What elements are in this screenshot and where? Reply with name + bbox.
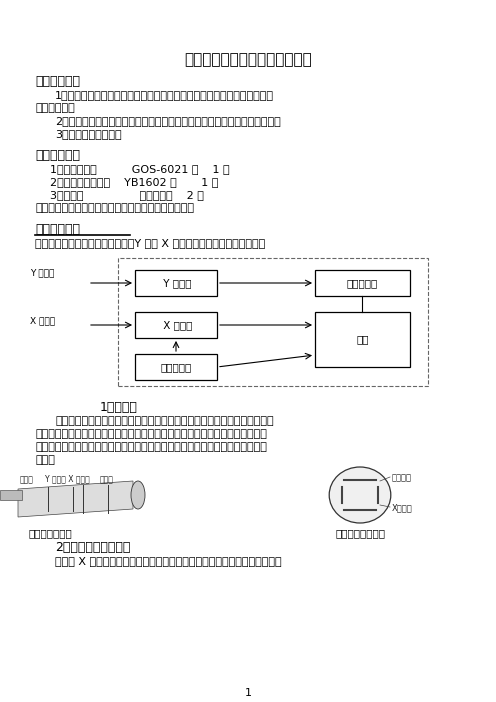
Text: 荧光屏: 荧光屏 (100, 475, 114, 484)
Text: 3、连接线                示波器专用    2 根: 3、连接线 示波器专用 2 根 (50, 190, 204, 200)
Text: 扫描和整步: 扫描和整步 (160, 362, 191, 372)
Text: 示波管结构简图: 示波管结构简图 (28, 528, 72, 538)
Text: 的作用下，位置也随之改变。在一定范围内，亮点的位移与偏转板上所加电压成: 的作用下，位置也随之改变。在一定范围内，亮点的位移与偏转板上所加电压成 (35, 442, 267, 452)
Text: 3．观察李萨如图形。: 3．观察李萨如图形。 (55, 129, 122, 139)
Text: 示波器和信号发生器的使用说明请熟读常用仗器部分。: 示波器和信号发生器的使用说明请熟读常用仗器部分。 (35, 203, 194, 213)
Text: 【实验原理】: 【实验原理】 (35, 223, 80, 236)
Text: 1、示波管: 1、示波管 (100, 401, 138, 414)
Text: 联系和配合；: 联系和配合； (35, 103, 75, 113)
Text: 示波管内的偏转板: 示波管内的偏转板 (335, 528, 385, 538)
Text: 2、函数信号发生器    YB1602 型       1 台: 2、函数信号发生器 YB1602 型 1 台 (50, 177, 218, 187)
Text: 1．了解示波器显示波形的原理，了解示波器各主要组成部分及它们之间的: 1．了解示波器显示波形的原理，了解示波器各主要组成部分及它们之间的 (55, 90, 274, 100)
Bar (315, 312, 410, 367)
Text: 广偏转板: 广偏转板 (392, 473, 412, 482)
Text: 【实验目的】: 【实验目的】 (35, 75, 80, 88)
Bar (135, 354, 217, 380)
Text: 1: 1 (245, 688, 251, 698)
Text: 电子示波管: 电子示波管 (347, 278, 378, 288)
Text: 电源: 电源 (356, 334, 369, 345)
Text: 【实验仪器】: 【实验仪器】 (35, 149, 80, 162)
Ellipse shape (329, 467, 391, 523)
Text: 以高速打在右端的荧光屏上，屏上的荧光物发光形成一亮点。亮点在偏转板电压: 以高速打在右端的荧光屏上，屏上的荧光物发光形成一亮点。亮点在偏转板电压 (35, 429, 267, 439)
Text: 1、双踪示波器          GOS-6021 型    1 台: 1、双踪示波器 GOS-6021 型 1 台 (50, 164, 230, 174)
Text: 示波器由示波管、扫描同步系统、Y 轴和 X 轴放大系统和电源四部分组成，: 示波器由示波管、扫描同步系统、Y 轴和 X 轴放大系统和电源四部分组成， (35, 238, 265, 248)
Text: 2．熟悉使用示波器的基本方法，学会用示波器测量波形的电压幅度和频率；: 2．熟悉使用示波器的基本方法，学会用示波器测量波形的电压幅度和频率； (55, 116, 281, 126)
Bar (0, 490, 22, 500)
Text: 正比。: 正比。 (35, 455, 55, 465)
Bar (135, 270, 217, 296)
Text: 《示波器的使用》实验示范报告: 《示波器的使用》实验示范报告 (184, 52, 312, 67)
Ellipse shape (131, 481, 145, 509)
Bar (135, 312, 217, 338)
Text: X偏转板: X偏转板 (392, 503, 413, 512)
Text: 电子枪: 电子枪 (20, 475, 34, 484)
Bar (118, 258, 428, 386)
Text: X 轴输入: X 轴输入 (30, 316, 55, 325)
Text: 2、扫描与同步的作用: 2、扫描与同步的作用 (55, 541, 130, 554)
Text: 如图所示，左端为一电子枪，电子枪加热后发出一束电子，电子经电场加速: 如图所示，左端为一电子枪，电子枪加热后发出一束电子，电子经电场加速 (55, 416, 274, 426)
Text: 如果在 X 轴偏转板加上波形为閔齿形的电压，在荧光屏上看到的是一条水平: 如果在 X 轴偏转板加上波形为閔齿形的电压，在荧光屏上看到的是一条水平 (55, 556, 282, 566)
Bar (315, 270, 410, 296)
Text: X 轴放大: X 轴放大 (160, 320, 192, 330)
Text: Y 轴放大: Y 轴放大 (160, 278, 192, 288)
Text: Y 轴输入: Y 轴输入 (30, 268, 55, 277)
Polygon shape (18, 481, 133, 517)
Text: Y 偏转板 X 偏转板: Y 偏转板 X 偏转板 (45, 474, 90, 483)
